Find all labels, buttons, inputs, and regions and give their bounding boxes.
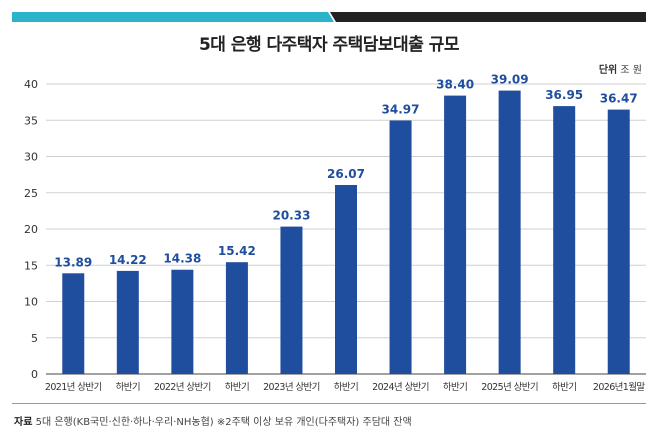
bar (335, 184, 357, 374)
bar-chart: 0 5 10 15 20 25 30 35 40 13.89 2021년 상반기 14.22 하반기 14… (24, 73, 646, 393)
x-tick-label: 2023년 상반기 (263, 382, 320, 393)
y-tick-label: 15 (24, 259, 38, 272)
data-label: 36.47 (600, 92, 638, 106)
data-label: 26.07 (327, 167, 365, 181)
y-tick-label: 30 (24, 151, 38, 164)
x-tick-label: 하반기 (334, 381, 358, 393)
bar (280, 226, 303, 374)
bar (62, 273, 85, 374)
source-label: 자료 (14, 417, 33, 428)
unit-label: 단위 (598, 65, 618, 76)
source-text: 5대 은행(KB국민·신한·하나·우리·NH농협) ※2주택 이상 보유 개인(… (35, 417, 412, 428)
data-label: 13.89 (54, 255, 92, 269)
header-accent-bar (12, 12, 646, 22)
x-tick-label: 2024년 상반기 (372, 382, 429, 393)
bar (553, 106, 576, 375)
bar (116, 270, 139, 374)
x-tick-label: 하반기 (552, 381, 576, 393)
x-tick-label: 2026년1월말 (593, 381, 646, 393)
unit-note: 단위 조 원 (599, 61, 642, 76)
x-tick-label: 2025년 상반기 (481, 382, 538, 393)
x-tick-label: 하반기 (443, 381, 467, 393)
bar (389, 120, 412, 374)
data-label: 38.40 (436, 78, 474, 92)
data-label: 14.22 (109, 253, 147, 267)
unit-value: 조 원 (620, 65, 642, 76)
bar (171, 269, 194, 374)
x-tick-label: 2021년 상반기 (45, 382, 102, 393)
data-label: 14.38 (163, 252, 201, 266)
data-label: 39.09 (491, 73, 529, 87)
x-tick-label: 하반기 (116, 381, 140, 393)
y-tick-label: 25 (24, 187, 38, 200)
chart-title: 5대 은행 다주택자 주택담보대출 규모 (198, 35, 460, 55)
bar (607, 109, 630, 374)
footer-divider (12, 403, 646, 404)
y-tick-label: 0 (31, 368, 38, 381)
data-label: 34.97 (382, 102, 420, 116)
x-tick-label: 2022년 상반기 (154, 382, 211, 393)
y-tick-label: 35 (24, 114, 38, 127)
bar (444, 95, 467, 374)
y-tick-label: 20 (24, 223, 38, 236)
bar (225, 262, 248, 374)
data-label: 20.33 (272, 209, 310, 223)
data-label: 15.42 (218, 244, 256, 258)
data-label: 36.95 (545, 88, 583, 102)
y-tick-label: 10 (24, 296, 38, 309)
source-note: 자료 5대 은행(KB국민·신한·하나·우리·NH농협) ※2주택 이상 보유 … (14, 413, 412, 428)
bar (498, 90, 521, 374)
x-tick-label: 하반기 (225, 381, 249, 393)
y-tick-label: 40 (24, 78, 38, 91)
y-tick-label: 5 (31, 332, 38, 345)
